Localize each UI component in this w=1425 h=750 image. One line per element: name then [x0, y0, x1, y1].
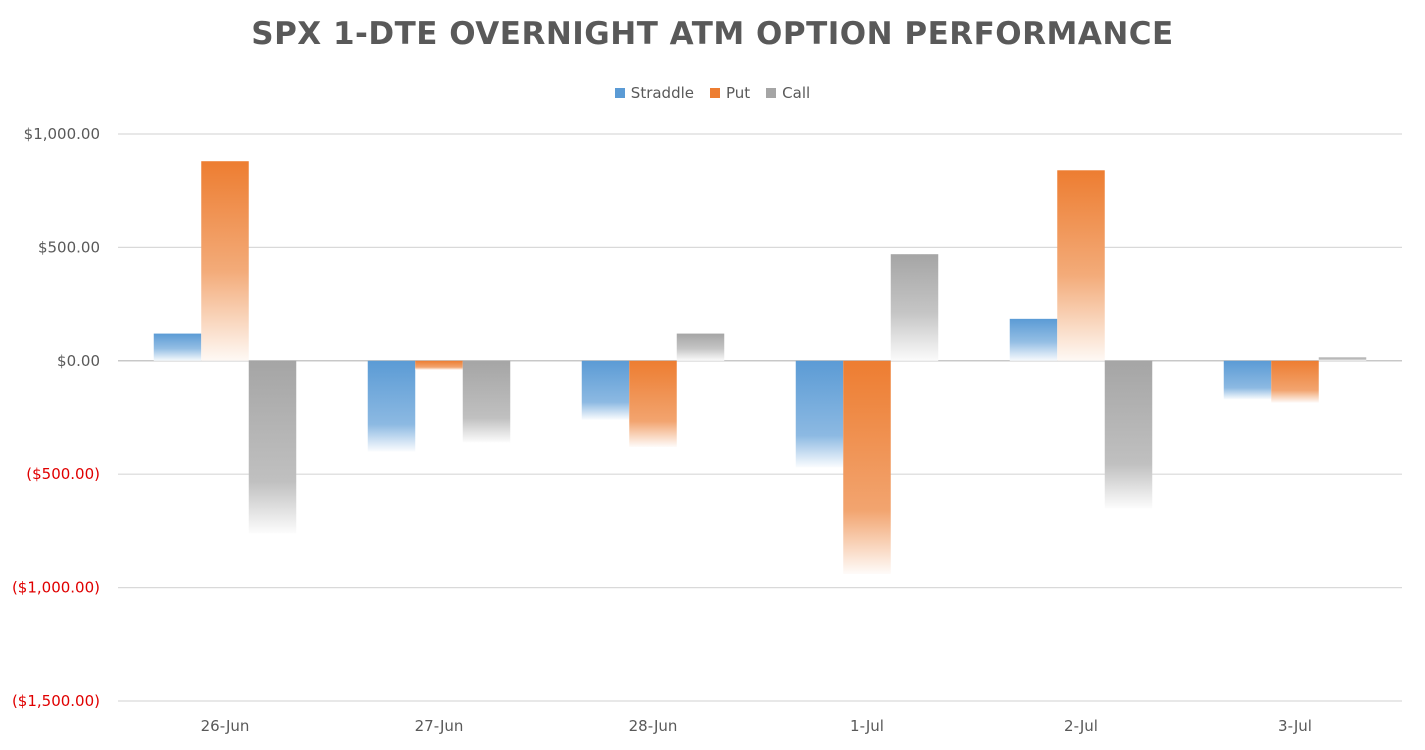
bar-call-26-jun [248, 360, 297, 534]
x-tick-label: 27-Jun [415, 717, 464, 735]
y-tick-label: $1,000.00 [24, 125, 100, 143]
legend-item-call: Call [766, 84, 810, 102]
bar-put-27-jun [415, 360, 463, 370]
chart-title: SPX 1-DTE OVERNIGHT ATM OPTION PERFORMAN… [251, 16, 1174, 52]
x-tick-label: 2-Jul [1064, 717, 1098, 735]
bar-put-2-jul [1057, 170, 1105, 361]
x-tick-label: 3-Jul [1278, 717, 1312, 735]
bar-straddle-28-jun [581, 360, 630, 420]
legend-swatch-straddle [614, 88, 625, 98]
legend-label-straddle: Straddle [630, 84, 694, 102]
x-tick-label: 28-Jun [629, 717, 678, 735]
bar-put-28-jun [629, 360, 677, 447]
y-tick-label: $0.00 [57, 352, 100, 370]
legend-swatch-call [766, 88, 777, 98]
y-tick-label: $500.00 [38, 238, 100, 256]
legend-label-call: Call [782, 84, 811, 102]
bar-call-3-jul [1318, 357, 1367, 361]
bar-call-2-jul [1104, 360, 1153, 509]
y-tick-label: ($1,000.00) [12, 579, 100, 597]
bar-straddle-2-jul [1009, 318, 1058, 361]
bar-call-1-jul [890, 254, 939, 361]
x-tick-label: 26-Jun [201, 717, 250, 735]
x-tick-label: 1-Jul [850, 717, 884, 735]
bar-put-3-jul [1271, 360, 1319, 403]
legend: Straddle Put Call [0, 84, 1425, 102]
legend-item-put: Put [710, 84, 750, 102]
y-tick-label: ($1,500.00) [12, 692, 100, 710]
legend-label-put: Put [726, 84, 751, 102]
bar-put-26-jun [201, 161, 249, 361]
bar-call-28-jun [676, 333, 725, 361]
bar-straddle-3-jul [1223, 360, 1272, 400]
legend-item-straddle: Straddle [614, 84, 694, 102]
bar-straddle-26-jun [153, 333, 202, 361]
y-tick-label: ($500.00) [26, 465, 100, 483]
bar-straddle-1-jul [795, 360, 844, 468]
bar-put-1-jul [843, 360, 891, 574]
bar-straddle-27-jun [367, 360, 416, 452]
legend-swatch-put [710, 88, 720, 98]
bar-call-27-jun [462, 360, 511, 443]
